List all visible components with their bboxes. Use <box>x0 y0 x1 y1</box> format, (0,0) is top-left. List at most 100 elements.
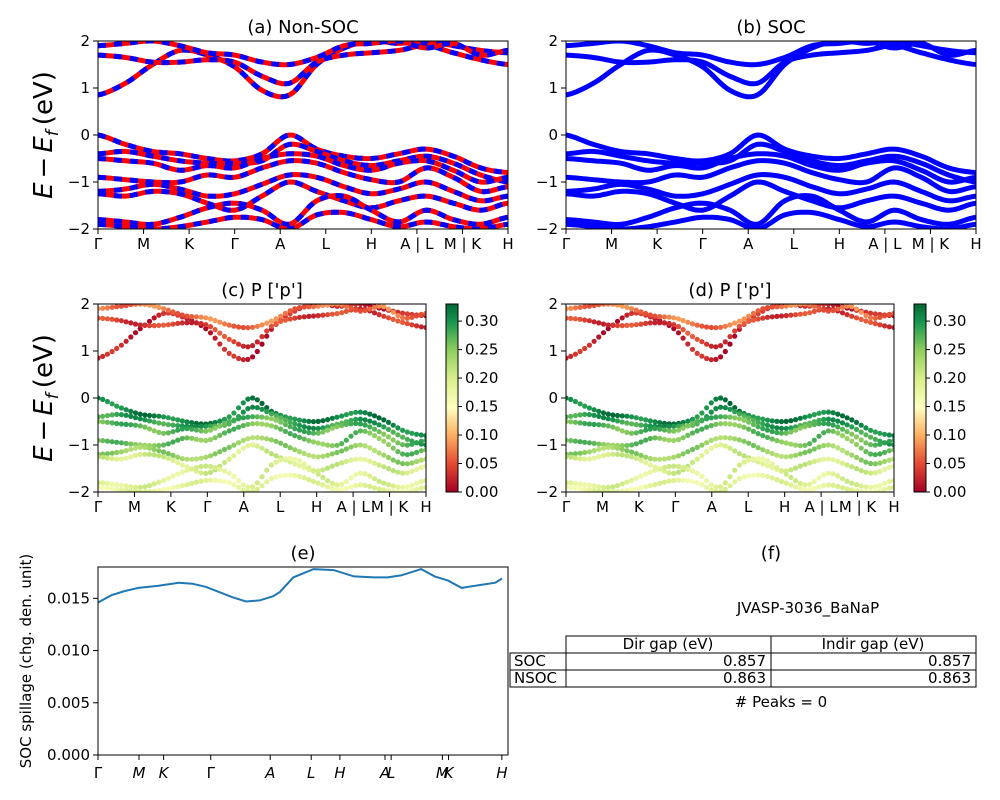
band-point <box>254 480 260 486</box>
band-point <box>231 417 237 423</box>
band-point <box>825 482 832 488</box>
band-point <box>830 482 836 488</box>
band-point <box>376 462 382 468</box>
band-point <box>783 313 789 319</box>
band-point <box>114 345 120 352</box>
band-point <box>179 435 185 442</box>
band-point <box>334 461 340 467</box>
band-point <box>339 481 345 487</box>
colorbar-tick-label: 0.10 <box>933 426 966 444</box>
band-point <box>395 440 401 446</box>
band-point <box>886 438 892 444</box>
band-point <box>414 440 420 446</box>
band-point <box>652 456 658 462</box>
band-point <box>343 485 349 492</box>
band-point <box>614 483 621 489</box>
band-point <box>853 454 860 461</box>
band-point <box>600 410 607 416</box>
band-point <box>624 487 630 492</box>
band-point <box>236 405 242 411</box>
band-point <box>329 480 335 486</box>
band-point <box>783 430 789 436</box>
band-point <box>868 315 874 321</box>
band-point <box>240 437 246 443</box>
panel-e-title: (e) <box>290 543 315 564</box>
band-point <box>718 435 724 441</box>
ytick-label: −2 <box>68 483 90 501</box>
band-point <box>231 323 237 329</box>
band-point <box>292 416 298 422</box>
band-point <box>161 477 167 483</box>
band-point <box>104 455 110 461</box>
band-point <box>98 414 101 420</box>
band-point <box>142 412 148 418</box>
band-point <box>385 419 392 425</box>
band-point <box>179 462 185 468</box>
band-point <box>868 451 874 457</box>
ytick-label: 1 <box>548 342 558 360</box>
band-point <box>179 483 185 489</box>
band-point <box>643 484 649 490</box>
band-point <box>732 409 738 415</box>
band-point <box>109 456 115 462</box>
band-point <box>764 458 771 464</box>
band-point <box>629 421 635 427</box>
band-point <box>226 322 232 328</box>
band-point <box>825 304 831 307</box>
band-point <box>722 348 728 355</box>
band-point <box>802 482 808 488</box>
band-point <box>334 311 340 317</box>
band-point <box>259 474 265 480</box>
band-point <box>844 312 850 318</box>
band-point <box>750 442 757 449</box>
band-point <box>610 451 616 457</box>
band-point <box>835 445 841 451</box>
band-point <box>713 344 719 350</box>
band-point <box>821 456 827 462</box>
xtick-label: H <box>779 498 790 516</box>
band-point <box>722 414 728 420</box>
band-point <box>886 478 892 485</box>
band-line-dashed <box>98 192 508 228</box>
band-point <box>226 480 232 486</box>
band-point <box>821 482 827 489</box>
band-point <box>339 413 345 419</box>
band-point <box>329 425 335 431</box>
band-point <box>671 437 677 444</box>
band-point <box>306 425 312 431</box>
band-point <box>100 396 106 402</box>
band-point <box>118 449 124 455</box>
band-point <box>165 486 171 492</box>
band-point <box>788 304 794 308</box>
band-point <box>221 346 228 352</box>
table-cell-soc-dir: 0.857 <box>723 652 766 670</box>
panel-c-ylabel: E−Ef(eV) <box>29 334 63 462</box>
band-point <box>633 451 639 457</box>
band-point <box>118 482 124 488</box>
band-point <box>760 306 766 312</box>
band-point <box>591 412 597 418</box>
band-point <box>853 315 860 321</box>
band-point <box>165 422 171 428</box>
band-point <box>179 320 185 326</box>
band-point <box>778 478 785 485</box>
band-point <box>325 465 331 471</box>
band-point <box>423 324 426 331</box>
band-point <box>736 318 743 324</box>
band-point <box>385 482 392 488</box>
band-point <box>165 307 171 313</box>
band-point <box>132 484 139 490</box>
band-point <box>334 414 340 420</box>
band-point <box>217 449 223 455</box>
band-point <box>793 442 799 448</box>
band-point <box>807 422 813 429</box>
band-point <box>142 444 148 451</box>
band-point <box>605 423 611 429</box>
spillage-line <box>97 568 503 604</box>
band-point <box>816 305 822 311</box>
band-point <box>713 325 719 331</box>
band-point <box>727 414 733 420</box>
band-point <box>245 325 251 331</box>
band-point <box>320 482 326 488</box>
